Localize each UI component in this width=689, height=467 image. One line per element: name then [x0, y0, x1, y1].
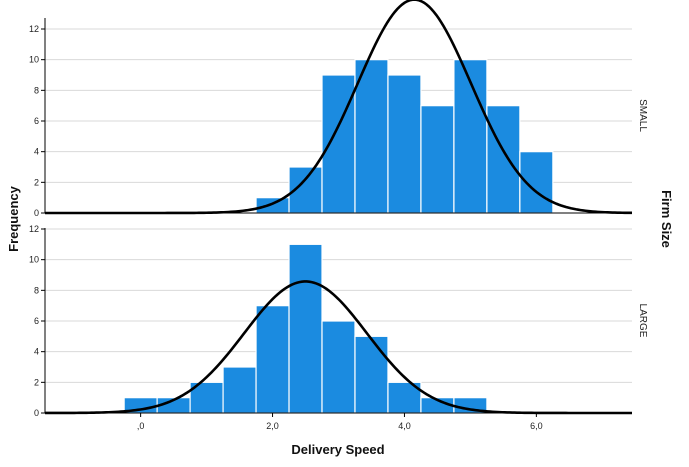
y-tick-label: 8	[34, 285, 39, 295]
y-tick-label: 12	[29, 224, 39, 234]
y-tick-label: 6	[34, 316, 39, 326]
x-axis-title: Delivery Speed	[291, 442, 384, 457]
histogram-bar	[223, 367, 256, 413]
histogram-bar	[487, 106, 520, 213]
panel-small: 0 2 4 6 8 10 12 SMALL	[29, 0, 648, 218]
y-tick-label: 6	[34, 116, 39, 126]
x-tick-label: 4,0	[398, 421, 411, 431]
panel-label: LARGE	[637, 304, 648, 338]
y-tick-label: 2	[34, 377, 39, 387]
x-tick-label: 6,0	[530, 421, 543, 431]
y-tick-label: 4	[34, 347, 39, 357]
y-tick-label: 0	[34, 208, 39, 218]
y-tick-label: 4	[34, 147, 39, 157]
y-tick-label: 12	[29, 24, 39, 34]
histogram-bar	[355, 60, 388, 213]
histogram-bar	[355, 336, 388, 413]
y-tick-label: 0	[34, 408, 39, 418]
panel-large: 0 2 4 6 8 10 12 LARGE	[29, 224, 648, 418]
y-tick-label: 2	[34, 177, 39, 187]
histogram-bar	[256, 198, 289, 213]
panel-label: SMALL	[637, 99, 648, 132]
y-axis-title: Frequency	[6, 185, 21, 252]
y-tick-label: 10	[29, 255, 39, 265]
histogram-bar	[388, 75, 421, 213]
x-tick-label: ,0	[137, 421, 145, 431]
histogram-bar	[322, 321, 355, 413]
histogram-bar	[256, 306, 289, 413]
y-tick-label: 8	[34, 85, 39, 95]
panels-group: 0 2 4 6 8 10 12 SMALL 0 2 4 6 8 10 12 LARGE ,0 2,0 4,0 6,0	[29, 0, 648, 431]
histogram-bar	[421, 106, 454, 213]
histogram-bar	[289, 244, 322, 413]
histogram-bar	[322, 75, 355, 213]
facet-title: Firm Size	[659, 190, 674, 248]
x-tick-label: 2,0	[266, 421, 279, 431]
y-tick-label: 10	[29, 55, 39, 65]
